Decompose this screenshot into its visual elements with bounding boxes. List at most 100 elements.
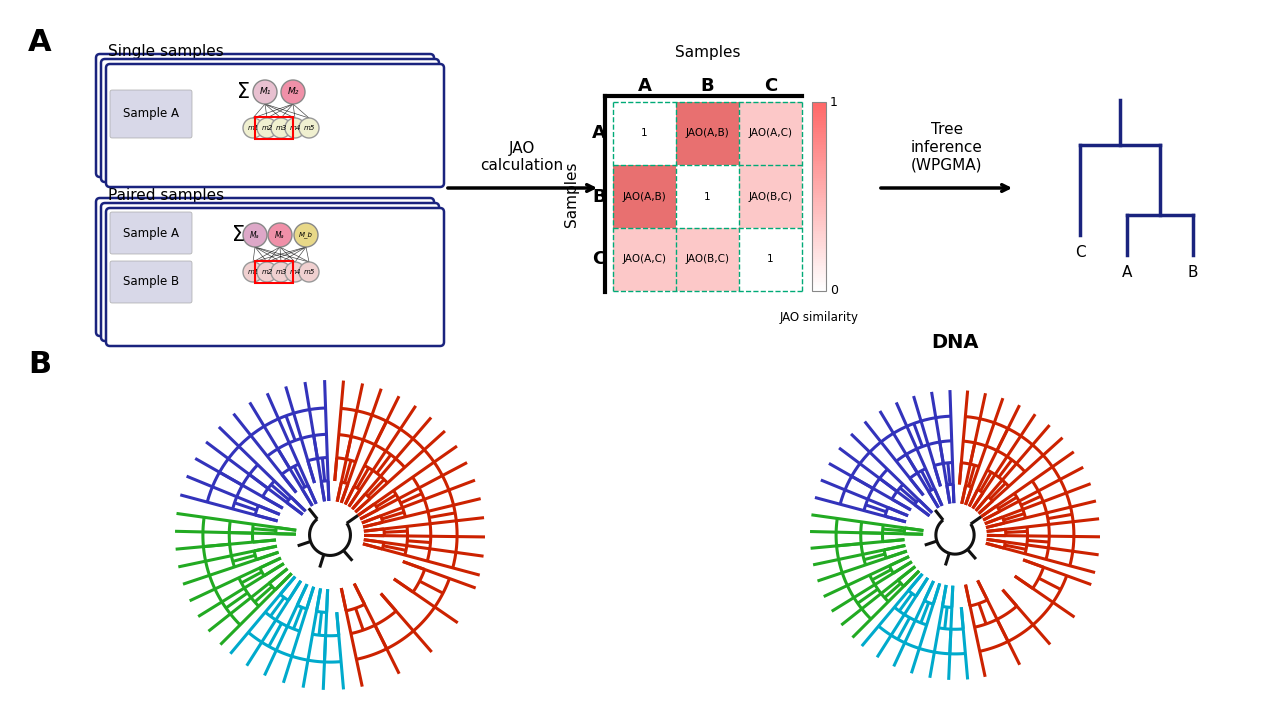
Bar	[812, 155, 826, 157]
Text: JAO(A,B): JAO(A,B)	[686, 129, 730, 139]
Bar	[812, 276, 826, 278]
Text: Tree
inference
(WPGMA): Tree inference (WPGMA)	[911, 122, 983, 172]
Circle shape	[271, 262, 291, 282]
Text: C: C	[1075, 245, 1085, 260]
Bar	[812, 282, 826, 283]
Text: B: B	[28, 350, 51, 379]
Bar	[812, 261, 826, 262]
Bar	[812, 289, 826, 291]
Bar	[812, 238, 826, 240]
Circle shape	[282, 80, 305, 104]
Bar	[812, 160, 826, 162]
Bar	[812, 234, 826, 236]
Bar	[812, 138, 826, 139]
Text: DNA: DNA	[932, 333, 979, 352]
Circle shape	[294, 223, 317, 247]
FancyBboxPatch shape	[110, 90, 192, 138]
Bar	[812, 249, 826, 252]
Bar	[812, 130, 826, 132]
Bar	[812, 253, 826, 255]
Circle shape	[271, 118, 291, 138]
Bar	[812, 145, 826, 147]
Text: Single samples: Single samples	[108, 44, 224, 59]
Bar	[812, 246, 826, 247]
Text: B: B	[1188, 265, 1198, 280]
FancyBboxPatch shape	[96, 54, 434, 177]
Circle shape	[257, 262, 276, 282]
Bar	[812, 134, 826, 136]
Bar	[812, 287, 826, 289]
Circle shape	[253, 80, 276, 104]
FancyBboxPatch shape	[106, 64, 444, 187]
Bar	[812, 178, 826, 180]
Text: JAO(B,C): JAO(B,C)	[749, 191, 792, 201]
Text: 1: 1	[829, 96, 838, 109]
Bar	[812, 139, 826, 142]
Text: Sample A: Sample A	[123, 108, 179, 121]
Bar	[812, 201, 826, 202]
Text: 1: 1	[767, 255, 774, 265]
Bar	[812, 206, 826, 208]
Text: Recursive MA: Recursive MA	[252, 210, 332, 223]
Text: +: +	[143, 246, 159, 264]
Bar	[812, 274, 826, 276]
Bar	[812, 187, 826, 189]
Bar	[812, 223, 826, 225]
Bar	[812, 236, 826, 238]
Text: m4: m4	[289, 125, 301, 131]
Text: 1: 1	[704, 191, 710, 201]
Text: JAO: JAO	[311, 323, 349, 342]
Bar	[812, 193, 826, 195]
Text: m2: m2	[261, 269, 273, 275]
Bar	[812, 231, 826, 232]
Bar	[676, 228, 739, 291]
Bar	[812, 170, 826, 172]
FancyBboxPatch shape	[101, 59, 439, 182]
Text: $\Sigma$: $\Sigma$	[232, 225, 244, 245]
FancyBboxPatch shape	[110, 212, 192, 254]
Bar	[739, 165, 803, 228]
Circle shape	[257, 118, 276, 138]
Bar	[812, 121, 826, 123]
Bar	[812, 267, 826, 268]
FancyBboxPatch shape	[106, 208, 444, 346]
Bar	[812, 109, 826, 111]
Text: A: A	[637, 77, 652, 95]
Bar	[812, 147, 826, 150]
Bar	[812, 186, 826, 187]
Bar	[812, 142, 826, 144]
Bar	[812, 119, 826, 121]
Bar	[812, 252, 826, 253]
Text: A: A	[593, 124, 605, 142]
Text: Samples: Samples	[675, 45, 740, 60]
Bar	[812, 259, 826, 261]
Bar	[812, 180, 826, 181]
Text: m2: m2	[261, 125, 273, 131]
Circle shape	[243, 118, 262, 138]
Bar	[812, 211, 826, 214]
FancyBboxPatch shape	[101, 203, 439, 341]
Bar	[812, 265, 826, 267]
Bar	[812, 257, 826, 259]
Bar	[812, 229, 826, 231]
Text: JAO(A,C): JAO(A,C)	[622, 255, 667, 265]
Text: Mₐ: Mₐ	[250, 231, 260, 239]
Bar	[812, 108, 826, 109]
Bar	[812, 104, 826, 106]
Bar	[812, 174, 826, 175]
Bar	[812, 127, 826, 129]
Bar	[812, 242, 826, 244]
Bar	[676, 102, 739, 165]
Bar	[812, 115, 826, 117]
FancyBboxPatch shape	[96, 198, 434, 336]
Bar	[676, 165, 739, 228]
Bar	[812, 102, 826, 104]
Bar	[812, 153, 826, 155]
Text: JAO
calculation: JAO calculation	[480, 141, 563, 173]
Bar	[812, 278, 826, 280]
Text: JAO(A,B): JAO(A,B)	[622, 191, 667, 201]
Bar	[812, 226, 826, 229]
Bar	[739, 228, 803, 291]
Bar	[812, 247, 826, 249]
Text: m4: m4	[289, 269, 301, 275]
